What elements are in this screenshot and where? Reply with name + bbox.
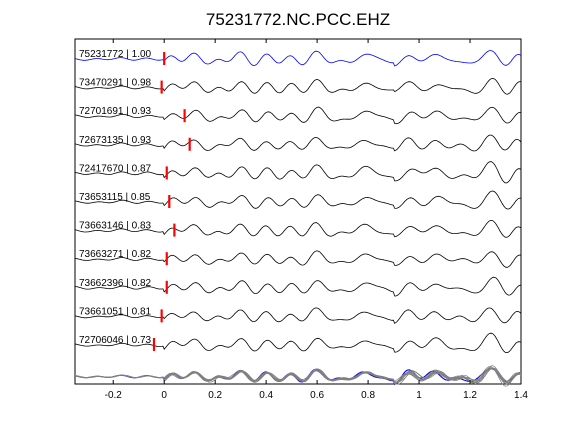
trace-label: 73661051 | 0.81 <box>79 306 152 317</box>
waveform-trace <box>74 250 522 268</box>
trace-label: 73662396 | 0.82 <box>79 278 152 289</box>
waveform-trace <box>74 219 522 238</box>
x-tick-label: 0.4 <box>259 390 273 401</box>
stack-layer <box>74 365 522 387</box>
x-tick-label: 0.6 <box>310 390 324 401</box>
waveform-trace <box>74 276 522 297</box>
trace-label: 72706046 | 0.73 <box>79 335 152 346</box>
x-tick-label: 1.4 <box>514 390 528 401</box>
x-axis: -0.2 0 0.2 0.4 0.6 0.8 1 1.2 1.4 <box>105 39 528 401</box>
trace-label: 72673135 | 0.93 <box>79 135 152 146</box>
waveform-trace <box>74 134 522 152</box>
x-tick-label: 0.8 <box>361 390 375 401</box>
x-tick-label: -0.2 <box>105 390 123 401</box>
waveform-trace <box>74 190 521 210</box>
trace-label: 73663146 | 0.83 <box>79 221 152 232</box>
waveform-trace <box>74 332 522 353</box>
x-tick-label: 1.2 <box>463 390 477 401</box>
waveform-trace <box>74 77 522 95</box>
trace-label: 73653115 | 0.85 <box>79 192 151 203</box>
waveform-trace <box>74 161 522 184</box>
plot-frame <box>74 38 522 385</box>
trace-label: 72417670 | 0.87 <box>79 163 152 174</box>
waveform-trace <box>74 307 522 324</box>
waveform-trace <box>74 50 522 67</box>
x-tick-label: 1 <box>416 390 422 401</box>
x-tick-label: 0 <box>161 390 167 401</box>
trace-label: 73663271 | 0.82 <box>79 249 152 260</box>
trace-label: 72701691 | 0.93 <box>79 106 152 117</box>
stack-trace <box>74 367 522 385</box>
x-tick-label: 0.2 <box>208 390 222 401</box>
trace-label: 73470291 | 0.98 <box>79 78 152 89</box>
traces-layer: 75231772 | 1.00 73470291 | 0.98 72701691 |… <box>74 49 522 353</box>
waveform-trace <box>74 106 522 125</box>
trace-label: 75231772 | 1.00 <box>79 49 152 60</box>
chart-title: 75231772.NC.PCC.EHZ <box>206 10 390 29</box>
